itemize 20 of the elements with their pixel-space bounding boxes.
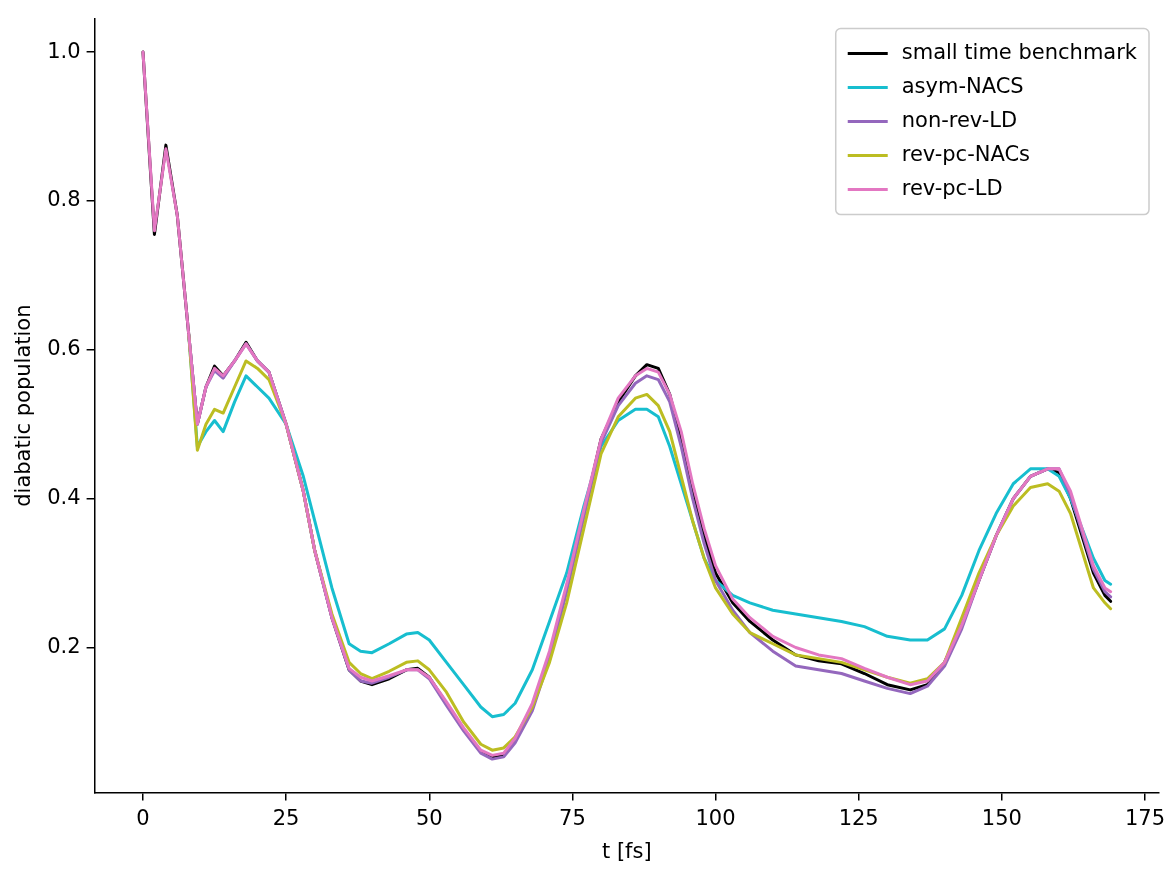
legend-label: rev-pc-NACs (901, 142, 1031, 167)
x-tick-label: 150 (981, 805, 1022, 830)
legend-label: non-rev-LD (901, 108, 1018, 133)
x-tick-label: 100 (695, 805, 736, 830)
x-tick-label: 50 (415, 805, 443, 830)
y-tick-label: 0.8 (47, 187, 81, 212)
legend-label: rev-pc-LD (901, 176, 1003, 201)
x-tick-label: 25 (272, 805, 300, 830)
x-tick-label: 125 (838, 805, 879, 830)
x-tick-label: 175 (1124, 805, 1166, 830)
x-axis-title: t [fs] (601, 838, 652, 863)
legend-label: asym-NACS (901, 74, 1024, 99)
y-axis-title: diabatic population (11, 304, 36, 507)
y-tick-label: 1.0 (47, 38, 81, 63)
x-tick-label: 0 (136, 805, 150, 830)
y-tick-label: 0.4 (47, 485, 81, 510)
y-tick-label: 0.2 (47, 633, 81, 658)
x-tick-label: 75 (559, 805, 586, 830)
y-tick-label: 0.6 (47, 336, 81, 361)
legend-label: small time benchmark (901, 40, 1138, 65)
